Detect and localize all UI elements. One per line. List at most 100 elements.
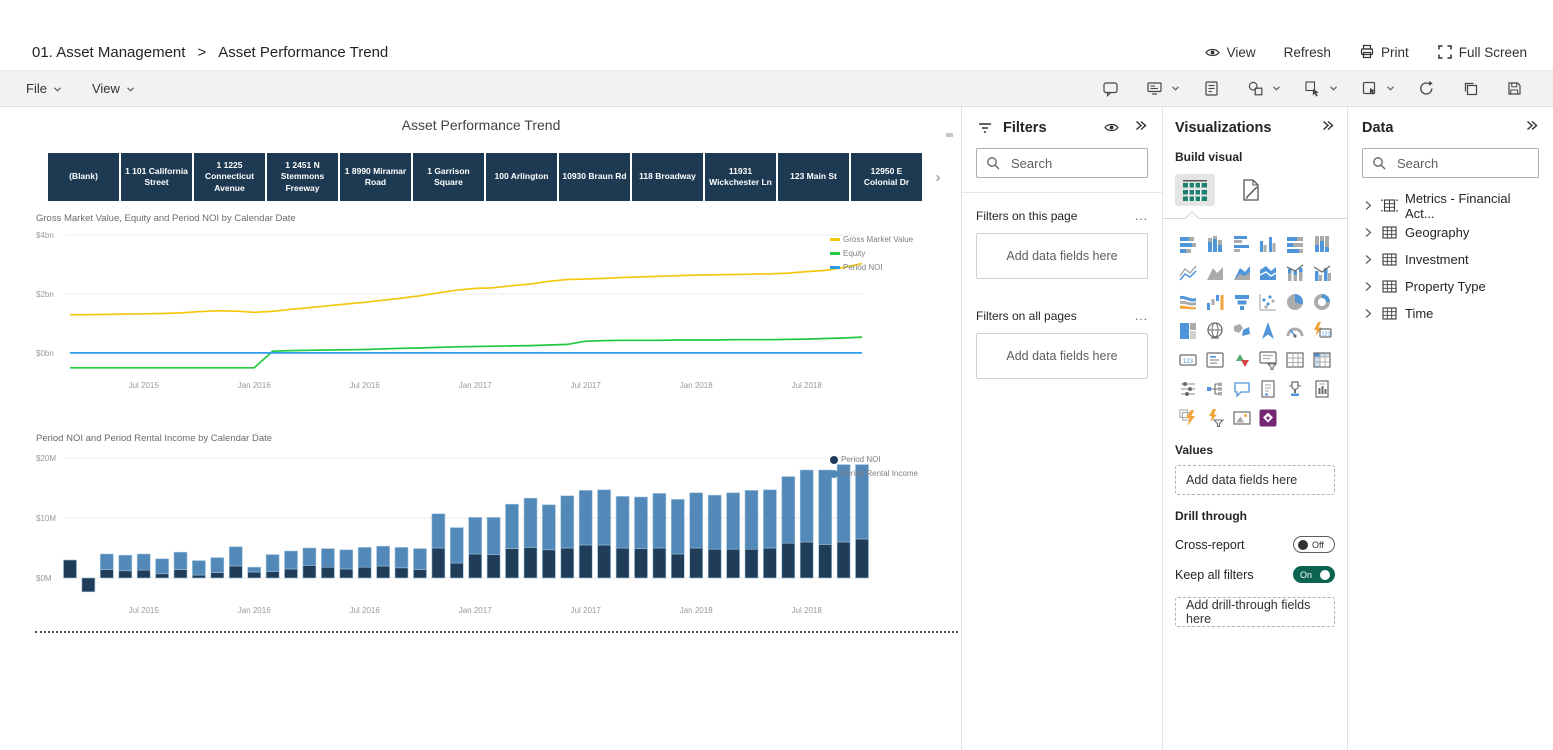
treemap-icon[interactable] <box>1177 320 1199 342</box>
filters-all-pages-dropzone[interactable]: Add data fields here <box>976 333 1148 379</box>
field-table-time[interactable]: Time <box>1362 300 1539 327</box>
print-button[interactable]: Print <box>1359 44 1409 60</box>
scatter-chart-icon[interactable] <box>1257 291 1279 313</box>
power-automate-filter-icon[interactable] <box>1204 407 1226 429</box>
property-tile[interactable]: 118 Broadway <box>632 153 703 201</box>
refresh-visuals-icon[interactable] <box>1413 76 1439 102</box>
resize-handle[interactable] <box>946 133 953 137</box>
card-new-icon[interactable]: 123 <box>1311 320 1333 342</box>
breadcrumb-current[interactable]: Asset Performance Trend <box>218 44 388 61</box>
chevron-right-icon[interactable] <box>1362 280 1374 293</box>
refresh-button[interactable]: Refresh <box>1284 45 1331 60</box>
metrics-icon[interactable] <box>1284 378 1306 400</box>
line-chart-plot[interactable]: $4bn$2bn$0bnJul 2015Jan 2016Jul 2016Jan … <box>36 227 962 402</box>
property-tile[interactable]: 100 Arlington <box>486 153 557 201</box>
tab-build-visual[interactable] <box>1175 174 1215 206</box>
line-and-stacked-column-chart-icon[interactable] <box>1284 262 1306 284</box>
property-tile[interactable]: (Blank) <box>48 153 119 201</box>
clustered-column-chart-icon[interactable] <box>1257 233 1279 255</box>
eye-icon[interactable] <box>1103 120 1120 135</box>
property-tile[interactable]: 11931 Wickchester Ln <box>705 153 776 201</box>
chevron-right-icon[interactable] <box>1362 253 1374 266</box>
property-tile[interactable]: 1 101 California Street <box>121 153 192 201</box>
card-icon[interactable]: 123 <box>1177 349 1199 371</box>
filters-search-input[interactable] <box>1009 155 1139 172</box>
stacked-column-chart-icon[interactable] <box>1204 233 1226 255</box>
property-tile[interactable]: 1 2451 N Stemmons Freeway <box>267 153 338 201</box>
chevron-down-icon[interactable] <box>1171 85 1180 92</box>
view-button[interactable]: View <box>1204 45 1256 60</box>
chevron-right-icon[interactable] <box>1362 226 1374 239</box>
legend-item[interactable]: Period Rental Income <box>830 469 918 478</box>
bar-chart-visual[interactable]: Period NOI and Period Rental Income by C… <box>36 433 962 626</box>
stacked-bar-chart-icon[interactable] <box>1177 233 1199 255</box>
gauge-icon[interactable] <box>1284 320 1306 342</box>
power-automate-icon[interactable] <box>1177 407 1199 429</box>
chevron-right-icon[interactable] <box>1362 307 1374 320</box>
stacked-area-chart-icon[interactable] <box>1231 262 1253 284</box>
property-tile[interactable]: 1 Garrison Square <box>413 153 484 201</box>
area-chart-icon[interactable] <box>1204 262 1226 284</box>
donut-chart-icon[interactable] <box>1311 291 1333 313</box>
tiles-scroll-next-icon[interactable]: › <box>928 153 948 201</box>
more-options-icon[interactable]: ... <box>1135 209 1148 223</box>
full-screen-button[interactable]: Full Screen <box>1437 44 1527 60</box>
chevron-right-icon[interactable] <box>1362 199 1374 212</box>
filled-map-icon[interactable] <box>1231 320 1253 342</box>
legend-item[interactable]: Gross Market Value <box>830 235 913 244</box>
smart-narrative-icon[interactable] <box>1257 378 1279 400</box>
line-chart-icon[interactable] <box>1177 262 1199 284</box>
selection-icon[interactable] <box>1299 76 1325 102</box>
100-stacked-area-chart-icon[interactable] <box>1257 262 1279 284</box>
line-chart-visual[interactable]: Gross Market Value, Equity and Period NO… <box>36 213 962 402</box>
legend-item[interactable]: Period NOI <box>830 455 918 464</box>
field-table-property-type[interactable]: Property Type <box>1362 273 1539 300</box>
drill-through-dropzone[interactable]: Add drill-through fields here <box>1175 597 1335 627</box>
qa-visual-icon[interactable] <box>1231 378 1253 400</box>
pie-chart-icon[interactable] <box>1284 291 1306 313</box>
filters-search[interactable] <box>976 148 1148 178</box>
more-options-icon[interactable]: ... <box>1135 309 1148 323</box>
save-icon[interactable] <box>1501 76 1527 102</box>
power-apps-icon[interactable] <box>1257 407 1279 429</box>
property-tile[interactable]: 1 1225 Connecticut Avenue <box>194 153 265 201</box>
slicer-icon[interactable] <box>1177 378 1199 400</box>
funnel-chart-icon[interactable] <box>1231 291 1253 313</box>
field-table-metrics-financial-act[interactable]: Metrics - Financial Act... <box>1362 192 1539 219</box>
chevron-down-icon[interactable] <box>1329 85 1338 92</box>
menu-view[interactable]: View <box>92 81 135 96</box>
decomposition-tree-icon[interactable] <box>1204 378 1226 400</box>
slicer-new-icon[interactable] <box>1257 349 1279 371</box>
chevron-down-icon[interactable] <box>1386 85 1395 92</box>
field-table-geography[interactable]: Geography <box>1362 219 1539 246</box>
map-icon[interactable] <box>1204 320 1226 342</box>
cross-report-toggle[interactable]: Off <box>1293 536 1335 553</box>
presenter-mode-icon[interactable] <box>1141 76 1167 102</box>
bookmark-icon[interactable] <box>1356 76 1382 102</box>
report-canvas[interactable]: Asset Performance Trend (Blank)1 101 Cal… <box>0 107 962 750</box>
legend-item[interactable]: Period NOI <box>830 263 913 272</box>
bar-chart-plot[interactable]: $20M$10M$0MJul 2015Jan 2016Jul 2016Jan 2… <box>36 447 962 626</box>
shapes-icon[interactable] <box>1242 76 1268 102</box>
comment-icon[interactable] <box>1097 76 1123 102</box>
collapse-pane-icon[interactable] <box>1134 119 1148 136</box>
clustered-bar-chart-icon[interactable] <box>1231 233 1253 255</box>
table-icon[interactable] <box>1284 349 1306 371</box>
image-icon[interactable] <box>1231 407 1253 429</box>
100-stacked-column-chart-icon[interactable] <box>1311 233 1333 255</box>
property-tile[interactable]: 12950 E Colonial Dr <box>851 153 922 201</box>
collapse-pane-icon[interactable] <box>1321 119 1335 136</box>
keep-all-filters-toggle[interactable]: On <box>1293 566 1335 583</box>
breadcrumb-root[interactable]: 01. Asset Management <box>32 44 185 61</box>
multi-row-card-icon[interactable] <box>1204 349 1226 371</box>
legend-item[interactable]: Equity <box>830 249 913 258</box>
field-table-investment[interactable]: Investment <box>1362 246 1539 273</box>
ribbon-chart-icon[interactable] <box>1177 291 1199 313</box>
property-tile[interactable]: 123 Main St <box>778 153 849 201</box>
100-stacked-bar-chart-icon[interactable] <box>1284 233 1306 255</box>
property-tile[interactable]: 1 8990 Miramar Road <box>340 153 411 201</box>
line-and-clustered-column-chart-icon[interactable] <box>1311 262 1333 284</box>
property-tile[interactable]: 10930 Braun Rd <box>559 153 630 201</box>
tab-format-visual[interactable] <box>1231 174 1271 206</box>
duplicate-page-icon[interactable] <box>1457 76 1483 102</box>
